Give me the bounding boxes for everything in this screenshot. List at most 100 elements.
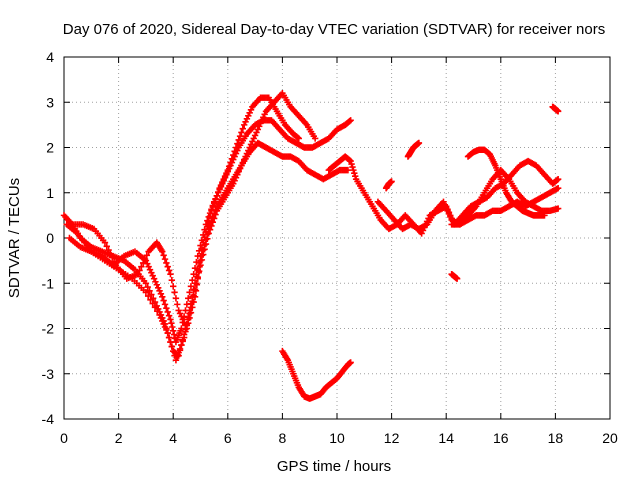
data-point	[194, 275, 201, 282]
data-point	[159, 293, 166, 301]
data-point	[182, 307, 189, 314]
data-point	[209, 214, 216, 221]
data-point	[142, 289, 150, 296]
data-point	[165, 312, 173, 319]
grid	[64, 57, 610, 419]
data-point	[183, 325, 191, 332]
data-point	[136, 267, 143, 274]
data-point	[347, 117, 354, 124]
data-point	[171, 289, 178, 296]
x-tick-label: 12	[384, 430, 400, 446]
data-point	[239, 125, 247, 132]
data-point	[164, 263, 171, 270]
x-tick-label: 0	[60, 430, 68, 446]
data-point	[174, 301, 181, 308]
data-point	[190, 271, 197, 278]
x-tick-label: 18	[548, 430, 564, 446]
y-tick-label: 0	[46, 230, 54, 246]
data-point	[186, 289, 193, 296]
data-point	[164, 329, 171, 337]
data-point	[347, 157, 354, 165]
data-point	[168, 343, 176, 350]
data-point	[554, 108, 562, 115]
data-point	[205, 225, 212, 233]
y-tick-label: 1	[46, 185, 54, 201]
data-point	[167, 271, 174, 278]
data-point	[415, 139, 423, 147]
x-tick-label: 2	[115, 430, 123, 446]
data-point	[168, 277, 176, 284]
data-point	[109, 254, 116, 261]
data-point	[180, 334, 188, 341]
data-point	[388, 178, 395, 185]
data-point	[179, 338, 186, 345]
data-point	[554, 175, 562, 183]
data-point	[183, 301, 191, 308]
data-point	[352, 172, 359, 180]
data-point	[174, 353, 181, 360]
data-point	[311, 135, 319, 142]
data-point	[142, 280, 150, 287]
y-tick-label: 4	[46, 49, 54, 65]
data-point	[172, 356, 180, 364]
y-tick-label: 3	[46, 94, 54, 110]
data-point	[186, 314, 193, 322]
data-point	[348, 160, 355, 168]
data-point	[149, 300, 156, 307]
data-point	[210, 210, 218, 218]
data-point	[189, 304, 196, 311]
data-point	[195, 269, 202, 276]
data-point	[103, 243, 110, 250]
series-track-j	[382, 103, 562, 282]
data-point	[146, 287, 153, 294]
data-point	[349, 163, 356, 171]
data-point	[105, 246, 112, 254]
data-point	[187, 283, 195, 290]
data-point	[191, 264, 199, 272]
data-point	[178, 325, 185, 332]
data-point	[198, 252, 206, 259]
data-point	[236, 132, 244, 140]
x-tick-label: 6	[224, 430, 232, 446]
data-point	[144, 283, 151, 291]
data-point	[351, 169, 358, 177]
x-tick-label: 20	[602, 430, 618, 446]
data-point	[144, 292, 152, 300]
data-point	[200, 246, 207, 254]
data-point	[554, 205, 562, 212]
data-point	[159, 248, 166, 255]
y-tick-label: -1	[42, 275, 55, 291]
x-tick-label: 14	[438, 430, 454, 446]
data-point	[161, 301, 169, 308]
y-axis-label: SDTVAR / TECUs	[6, 178, 23, 298]
data-point	[164, 308, 171, 316]
data-point	[196, 263, 203, 270]
series-track-e	[279, 347, 354, 402]
data-point	[212, 206, 219, 214]
x-axis-ticks: 0 2 4 6 8 10 12 14 16 18 20	[60, 57, 618, 446]
series-track-i	[464, 146, 548, 219]
data-point	[197, 257, 204, 264]
data-point	[154, 307, 161, 315]
data-point	[202, 236, 210, 243]
x-tick-label: 10	[329, 430, 345, 446]
data-point	[189, 277, 196, 284]
data-point	[161, 255, 169, 263]
data-point	[101, 239, 109, 246]
data-point	[191, 293, 199, 301]
data-point	[147, 296, 154, 304]
data-point	[139, 259, 147, 267]
data-point	[165, 334, 173, 341]
data-point	[554, 185, 562, 192]
data-points	[60, 90, 562, 402]
data-point	[165, 267, 173, 274]
x-tick-label: 4	[169, 430, 177, 446]
x-axis-label: GPS time / hours	[277, 458, 391, 475]
data-point	[160, 252, 167, 259]
data-point	[295, 135, 302, 142]
data-point	[138, 263, 145, 270]
data-point	[208, 218, 215, 225]
data-point	[193, 281, 201, 288]
data-point	[167, 338, 174, 346]
